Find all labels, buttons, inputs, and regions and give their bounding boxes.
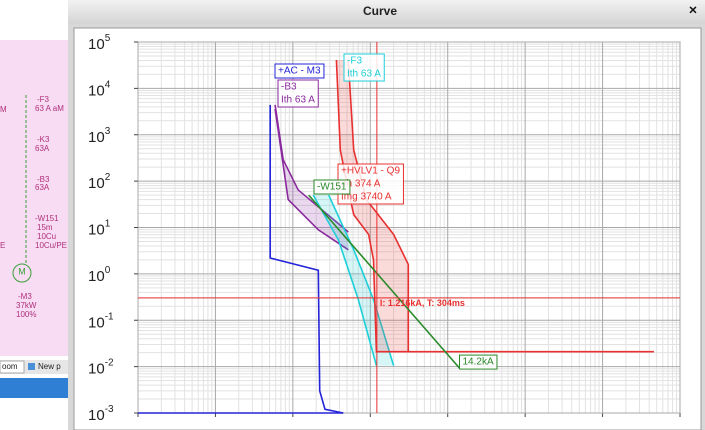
trip-curve bbox=[327, 194, 395, 366]
y-tick-exponent: -1 bbox=[105, 311, 114, 322]
label-box bbox=[343, 53, 385, 82]
title-bar bbox=[68, 0, 705, 24]
schematic-label: 10Cu bbox=[37, 232, 56, 241]
schematic-label: 10Cu/PE bbox=[35, 241, 67, 250]
label-box bbox=[313, 179, 351, 195]
y-tick-exponent: 1 bbox=[105, 218, 111, 229]
y-tick-base: 10 bbox=[88, 129, 105, 146]
curve-label-text: Ith 374 A bbox=[341, 179, 381, 190]
y-tick-exponent: -2 bbox=[105, 357, 114, 368]
trip-curve bbox=[312, 194, 378, 366]
trip-curve bbox=[335, 59, 654, 353]
curve-label-text: -B3 bbox=[281, 82, 297, 93]
y-tick-base: 10 bbox=[88, 361, 105, 378]
marker-annotation: I: 1.216kA, T: 304ms bbox=[380, 298, 465, 308]
y-tick-exponent: 3 bbox=[105, 125, 111, 136]
curve-band bbox=[313, 195, 394, 366]
schematic-label: 100% bbox=[16, 310, 36, 319]
y-tick-label: 10-3 bbox=[88, 404, 114, 424]
y-tick-exponent: 5 bbox=[105, 33, 111, 44]
curve-label: 14.2kA bbox=[459, 354, 498, 370]
y-tick-base: 10 bbox=[88, 268, 105, 285]
label-box bbox=[274, 63, 325, 79]
y-tick-base: 10 bbox=[88, 36, 105, 53]
status-bar bbox=[0, 378, 70, 398]
y-tick-base: 10 bbox=[88, 82, 105, 99]
schematic-label: 63 A aM bbox=[35, 104, 64, 113]
schematic-label: -F3 bbox=[37, 95, 50, 104]
curve-label-text: -F3 bbox=[347, 56, 362, 67]
trip-curve bbox=[347, 59, 410, 352]
motor-symbol bbox=[12, 263, 32, 283]
curve-label: -B3 Ith 63 A bbox=[277, 79, 319, 108]
y-tick-label: 10-2 bbox=[88, 357, 114, 377]
schematic-label: -M3 bbox=[18, 292, 32, 301]
schematic-label: 15m bbox=[37, 223, 53, 232]
y-tick-label: 104 bbox=[88, 79, 111, 99]
y-tick-base: 10 bbox=[88, 221, 105, 238]
schematic-label: 63A bbox=[35, 144, 50, 153]
trip-curve bbox=[308, 194, 461, 369]
schematic-label: E bbox=[0, 241, 5, 250]
curve-label-text: +HVLV1 - Q9 bbox=[341, 166, 400, 177]
schematic-label: M bbox=[0, 105, 7, 114]
y-tick-label: 102 bbox=[88, 172, 111, 192]
curve-label-text: +AC - M3 bbox=[278, 66, 321, 77]
curve-label-text: 14.2kA bbox=[463, 357, 494, 368]
y-tick-label: 105 bbox=[88, 33, 111, 53]
y-tick-exponent: -3 bbox=[105, 404, 114, 415]
y-tick-exponent: 0 bbox=[105, 265, 111, 276]
y-tick-exponent: 2 bbox=[105, 172, 111, 183]
tab-icon bbox=[28, 363, 35, 370]
y-tick-base: 10 bbox=[88, 175, 105, 192]
curve-label-text: -W151 bbox=[317, 182, 347, 193]
tab-label: oom bbox=[2, 362, 18, 371]
trip-curve bbox=[274, 108, 349, 251]
schematic-label: 37kW bbox=[16, 301, 37, 310]
y-tick-base: 10 bbox=[88, 407, 105, 424]
y-tick-label: 100 bbox=[88, 265, 111, 285]
schematic-label: -W151 bbox=[35, 214, 59, 223]
y-tick-base: 10 bbox=[88, 314, 105, 331]
curve-label-text: Img 3740 A bbox=[341, 192, 392, 203]
curve-label-text: Ith 63 A bbox=[347, 69, 381, 80]
schematic-label: -B3 bbox=[37, 175, 50, 184]
curve-band bbox=[275, 104, 349, 250]
label-box bbox=[459, 354, 498, 370]
curves bbox=[138, 59, 654, 414]
y-tick-exponent: 4 bbox=[105, 79, 111, 90]
tab-label[interactable]: New p bbox=[38, 362, 61, 371]
trip-curve bbox=[269, 104, 344, 414]
y-tick-label: 10-1 bbox=[88, 311, 114, 331]
curve-label: -W151 bbox=[313, 179, 351, 195]
schematic-panel bbox=[0, 40, 70, 356]
close-button[interactable]: × bbox=[689, 2, 697, 18]
schematic-label: -K3 bbox=[37, 135, 50, 144]
motor-label: M bbox=[18, 266, 26, 276]
schematic-label: 63A bbox=[35, 183, 50, 192]
curve-label: +AC - M3 bbox=[274, 63, 325, 79]
curve-label: -F3 Ith 63 A bbox=[343, 53, 385, 82]
window-title: Curve bbox=[363, 4, 397, 18]
y-tick-label: 101 bbox=[88, 218, 111, 238]
tab[interactable] bbox=[0, 360, 25, 374]
label-box bbox=[277, 79, 319, 108]
curve-label-text: Ith 63 A bbox=[281, 95, 315, 106]
y-tick-label: 103 bbox=[88, 125, 111, 145]
